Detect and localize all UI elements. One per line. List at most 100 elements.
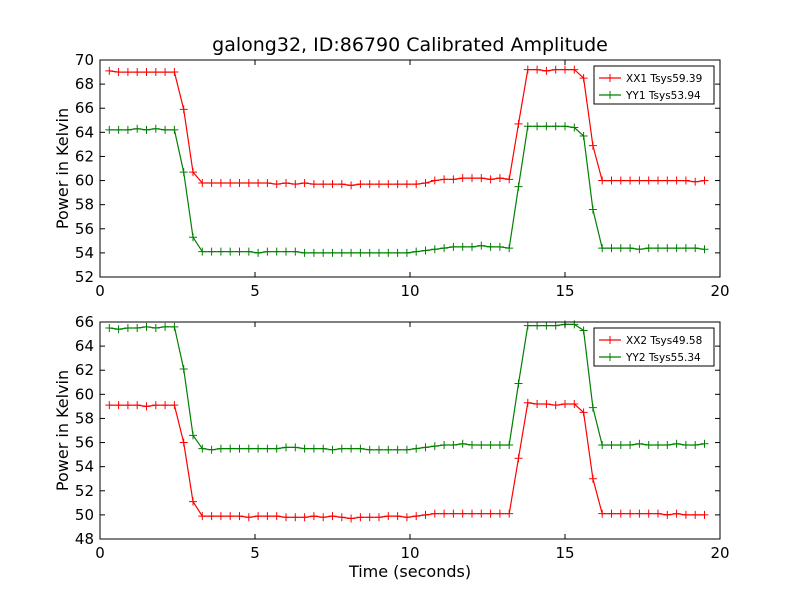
data-point [309, 180, 318, 189]
y-tick-label: 56 [75, 220, 94, 238]
data-point [216, 444, 225, 453]
data-point [319, 248, 328, 257]
data-point [393, 248, 402, 257]
data-point [216, 178, 225, 187]
data-point [616, 440, 625, 449]
data-point [282, 513, 290, 522]
data-point [514, 454, 523, 463]
data-point [198, 247, 207, 256]
legend-box [593, 327, 715, 367]
data-point [440, 244, 449, 253]
data-point [328, 248, 337, 257]
data-point [337, 180, 346, 189]
data-point [430, 442, 439, 451]
data-point [151, 124, 160, 133]
y-tick-label: 52 [75, 268, 94, 286]
y-tick-label: 50 [75, 506, 94, 524]
data-point [189, 497, 197, 506]
data-point [375, 180, 383, 189]
data-point [300, 248, 309, 257]
data-point [384, 445, 393, 454]
data-point [523, 321, 532, 330]
y-tick-label: 66 [75, 99, 94, 117]
y-tick-label: 60 [75, 385, 94, 403]
x-tick-label: 0 [95, 544, 105, 562]
data-point [412, 180, 421, 189]
data-point [291, 180, 300, 189]
legend: XX1 Tsys59.39 YY1 Tsys53.94 [593, 65, 715, 105]
data-point [421, 246, 430, 255]
data-point [505, 509, 514, 518]
data-point [607, 509, 616, 518]
y-tick-label: 54 [75, 244, 94, 262]
chart-title: galong32, ID:86790 Calibrated Amplitude [212, 34, 608, 56]
data-point [672, 176, 681, 185]
data-point [207, 178, 216, 187]
legend-label: XX1 Tsys59.39 [626, 73, 702, 85]
data-point [235, 444, 244, 453]
y-tick-label: 54 [75, 458, 94, 476]
data-point [263, 178, 272, 187]
data-point [644, 509, 653, 518]
data-point [309, 512, 318, 521]
data-point [579, 408, 588, 417]
data-point [468, 242, 476, 251]
data-point [254, 512, 263, 521]
data-point [151, 68, 160, 77]
data-point [430, 176, 439, 185]
data-point [319, 444, 328, 453]
data-point [161, 68, 170, 77]
data-point [179, 168, 188, 177]
data-point [533, 321, 542, 330]
data-point [663, 510, 672, 519]
data-point [393, 180, 402, 189]
data-point [495, 242, 504, 251]
data-point [542, 122, 551, 131]
data-point [226, 247, 235, 256]
series-xx2 [105, 398, 709, 523]
data-point [123, 125, 132, 134]
data-point [356, 180, 365, 189]
data-point [365, 180, 374, 189]
data-point [114, 401, 123, 410]
data-point [189, 431, 197, 440]
data-point [486, 175, 495, 184]
data-point [421, 510, 430, 519]
data-point [272, 247, 281, 256]
data-point [142, 322, 151, 331]
data-point [216, 512, 225, 521]
data-point [282, 178, 290, 187]
data-point [635, 439, 644, 448]
y-axis-label-top: Power in Kelvin [52, 107, 72, 230]
data-point [700, 439, 709, 448]
legend-label: YY1 Tsys53.94 [625, 90, 701, 102]
data-point [207, 445, 216, 454]
data-point [468, 440, 476, 449]
data-point [337, 248, 346, 257]
data-point [626, 509, 635, 518]
data-point [542, 399, 551, 408]
legend-marker [606, 353, 614, 361]
data-point [235, 178, 244, 187]
data-point [533, 399, 542, 408]
data-point [691, 177, 700, 186]
data-point [170, 68, 179, 77]
data-point [514, 182, 523, 191]
data-point [681, 440, 690, 449]
data-point [189, 168, 197, 177]
data-point [347, 444, 356, 453]
data-point [533, 65, 542, 74]
data-point [170, 401, 179, 410]
y-tick-label: 64 [75, 337, 94, 355]
data-point [626, 440, 635, 449]
data-point [151, 324, 160, 333]
data-point [272, 444, 281, 453]
data-point [226, 444, 235, 453]
data-point [356, 248, 365, 257]
data-point [402, 248, 411, 257]
data-point [486, 509, 495, 518]
data-point [412, 444, 421, 453]
data-point [133, 68, 142, 77]
data-point [440, 440, 449, 449]
